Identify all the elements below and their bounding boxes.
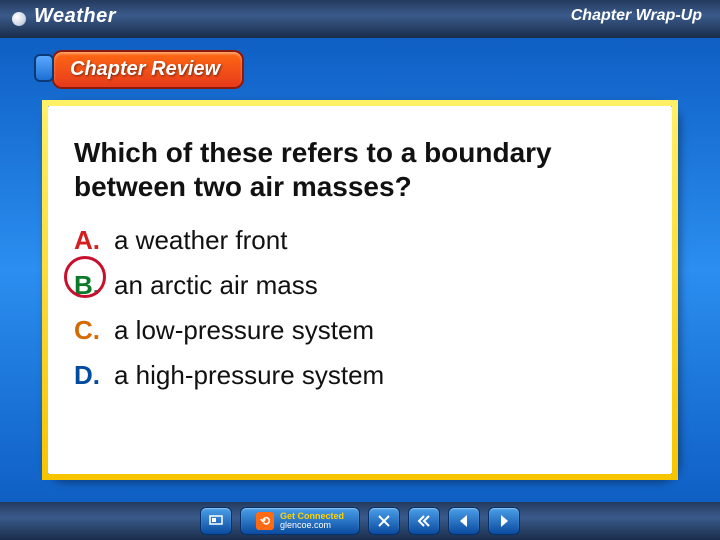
answer-option-b[interactable]: B. an arctic air mass: [74, 270, 646, 301]
header-title: Weather: [34, 5, 116, 28]
tab-accent-icon: [34, 54, 54, 82]
connected-line2: glencoe.com: [280, 521, 344, 530]
prev-icon: [456, 513, 472, 529]
close-icon: [376, 513, 392, 529]
slideshow-button[interactable]: [200, 507, 232, 535]
connected-icon: ⟲: [256, 512, 274, 530]
answer-option-d[interactable]: D. a high-pressure system: [74, 360, 646, 391]
question-text: Which of these refers to a boundary betw…: [74, 136, 646, 203]
first-icon: [416, 513, 432, 529]
prev-button[interactable]: [448, 507, 480, 535]
tab-label: Chapter Review: [52, 50, 244, 89]
connected-text: Get Connected glencoe.com: [280, 512, 344, 530]
first-button[interactable]: [408, 507, 440, 535]
answer-option-c[interactable]: C. a low-pressure system: [74, 315, 646, 346]
answer-option-a[interactable]: A. a weather front: [74, 225, 646, 256]
slideshow-icon: [208, 513, 224, 529]
next-icon: [496, 513, 512, 529]
chapter-wrapup-label: Chapter Wrap-Up: [571, 7, 702, 25]
answer-letter: C.: [74, 315, 104, 346]
bullet-icon: [12, 12, 26, 26]
answer-text: a weather front: [114, 225, 287, 256]
answers-list: A. a weather front B. an arctic air mass…: [74, 225, 646, 391]
answer-letter: B.: [74, 270, 104, 301]
footer-nav: ⟲ Get Connected glencoe.com: [0, 502, 720, 540]
next-button[interactable]: [488, 507, 520, 535]
main-area: Chapter Review Which of these refers to …: [0, 38, 720, 502]
answer-text: an arctic air mass: [114, 270, 318, 301]
answer-letter: A.: [74, 225, 104, 256]
answer-letter: D.: [74, 360, 104, 391]
header-bar: Weather Chapter Wrap-Up: [0, 0, 720, 38]
get-connected-button[interactable]: ⟲ Get Connected glencoe.com: [240, 507, 360, 535]
question-card: Which of these refers to a boundary betw…: [42, 100, 678, 480]
close-button[interactable]: [368, 507, 400, 535]
answer-text: a low-pressure system: [114, 315, 374, 346]
chapter-review-tab: Chapter Review: [52, 50, 244, 89]
answer-text: a high-pressure system: [114, 360, 384, 391]
